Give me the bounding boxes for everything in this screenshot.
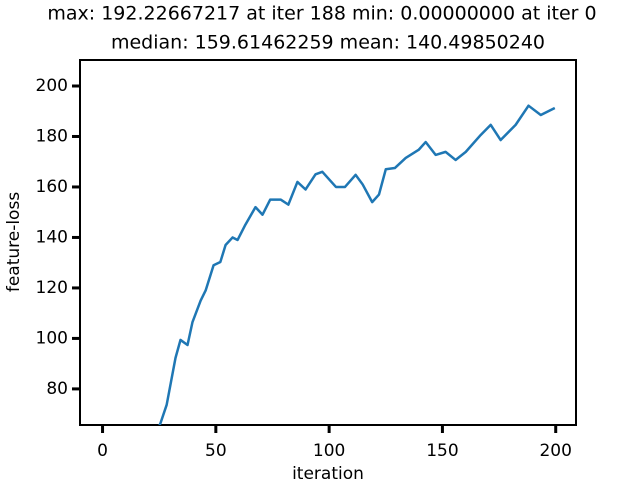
- y-tick-label: 80: [46, 379, 68, 399]
- x-tick-label: 50: [205, 441, 227, 461]
- x-tick-label: 0: [97, 441, 108, 461]
- y-tick-label: 200: [36, 76, 68, 96]
- y-tick-label: 120: [36, 278, 68, 298]
- y-axis-label: feature-loss: [4, 192, 24, 292]
- plot-frame: [79, 59, 577, 426]
- y-tick-label: 140: [36, 227, 68, 247]
- y-tick-label: 180: [36, 126, 68, 146]
- y-tick-label: 160: [36, 177, 68, 197]
- x-tick-label: 200: [539, 441, 571, 461]
- x-tick-label: 150: [426, 441, 458, 461]
- x-tick-label: 100: [313, 441, 345, 461]
- chart-title: max: 192.22667217 at iter 188 min: 0.000…: [47, 3, 596, 25]
- y-tick-label: 100: [36, 328, 68, 348]
- chart-subtitle: median: 159.61462259 mean: 140.49850240: [111, 32, 545, 54]
- line-series: [158, 104, 556, 425]
- x-axis-label: iteration: [292, 464, 364, 480]
